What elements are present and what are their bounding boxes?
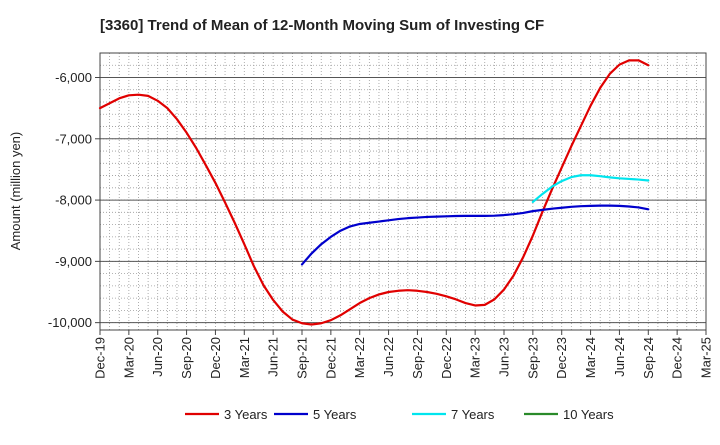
x-tick-label: Sep-23 <box>525 337 540 379</box>
x-tick-label: Sep-21 <box>295 337 310 379</box>
series-line-5-years <box>300 204 650 266</box>
legend-label: 7 Years <box>451 407 495 422</box>
x-tick-label: Mar-22 <box>352 337 367 378</box>
x-tick-label: Sep-22 <box>410 337 425 379</box>
x-tick-label: Dec-20 <box>208 337 223 379</box>
y-tick-label: -7,000 <box>55 131 92 146</box>
y-tick-label: -9,000 <box>55 254 92 269</box>
legend: 3 Years 5 Years 7 Years 10 Years <box>185 407 614 422</box>
plot-area-group <box>98 52 707 331</box>
x-tick-label: Dec-22 <box>439 337 454 379</box>
series-lines <box>98 59 650 326</box>
x-tick-label: Sep-20 <box>179 337 194 379</box>
legend-label: 3 Years <box>224 407 268 422</box>
chart-title: [3360] Trend of Mean of 12-Month Moving … <box>100 17 544 34</box>
x-tick-label: Dec-24 <box>670 337 685 379</box>
x-tick-label: Jun-20 <box>150 337 165 377</box>
x-tick-label: Mar-20 <box>121 337 136 378</box>
y-tick-label: -10,000 <box>48 315 92 330</box>
plot-frame <box>99 52 707 331</box>
y-axis-label: Amount (million yen) <box>8 132 23 251</box>
x-tick-label: Mar-24 <box>583 337 598 378</box>
plot-area <box>100 53 706 330</box>
y-axis: -6,000 -7,000 -8,000 -9,000 -10,000 <box>48 70 100 330</box>
x-tick-label: Sep-24 <box>641 337 656 379</box>
legend-label: 10 Years <box>563 407 614 422</box>
grid-lines <box>100 53 706 330</box>
x-tick-label: Dec-21 <box>323 337 338 379</box>
x-tick-label: Jun-23 <box>497 337 512 377</box>
x-tick-label: Mar-21 <box>237 337 252 378</box>
series-line-3-years <box>98 59 650 326</box>
x-tick-label: Dec-19 <box>93 337 108 379</box>
x-tick-label: Mar-23 <box>468 337 483 378</box>
x-tick-label: Jun-21 <box>266 337 281 377</box>
x-tick-label: Jun-24 <box>612 337 627 377</box>
x-axis: Dec-19 Mar-20 Jun-20 Sep-20 Dec-20 Mar-21 Jun-… <box>93 330 714 379</box>
x-tick-label: Jun-22 <box>381 337 396 377</box>
series-line-7-years <box>531 174 650 204</box>
y-tick-label: -8,000 <box>55 193 92 208</box>
x-tick-label: Mar-25 <box>699 337 714 378</box>
y-tick-label: -6,000 <box>55 70 92 85</box>
legend-label: 5 Years <box>313 407 357 422</box>
x-tick-label: Dec-23 <box>554 337 569 379</box>
